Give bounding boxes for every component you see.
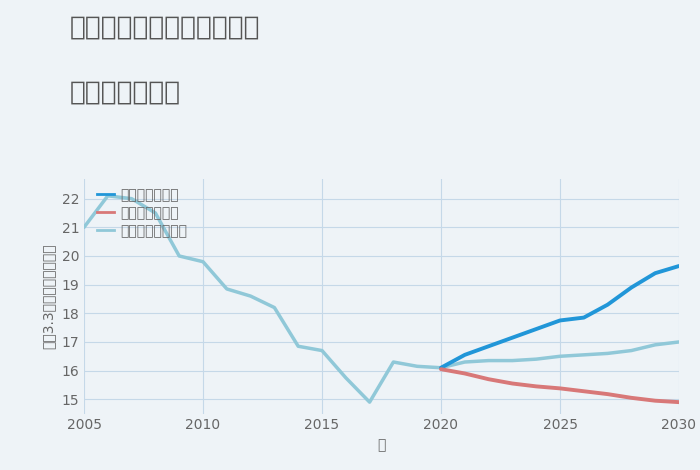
ノーマルシナリオ bbox=[127, 196, 136, 202]
グッドシナリオ bbox=[508, 335, 517, 340]
ノーマルシナリオ bbox=[603, 351, 612, 356]
ノーマルシナリオ bbox=[484, 358, 493, 363]
グッドシナリオ bbox=[532, 326, 540, 332]
バッドシナリオ bbox=[508, 381, 517, 386]
Text: 土地の価格推移: 土地の価格推移 bbox=[70, 80, 181, 106]
バッドシナリオ bbox=[627, 395, 636, 400]
グッドシナリオ bbox=[651, 270, 659, 276]
Y-axis label: 坪（3.3㎡）単価（万円）: 坪（3.3㎡）単価（万円） bbox=[42, 243, 56, 349]
グッドシナリオ bbox=[461, 352, 469, 358]
バッドシナリオ bbox=[651, 398, 659, 404]
バッドシナリオ bbox=[580, 388, 588, 394]
グッドシナリオ bbox=[675, 263, 683, 269]
ノーマルシナリオ bbox=[318, 348, 326, 353]
ノーマルシナリオ bbox=[389, 359, 398, 365]
ノーマルシナリオ bbox=[461, 359, 469, 365]
ノーマルシナリオ bbox=[294, 344, 302, 349]
グッドシナリオ bbox=[580, 315, 588, 321]
グッドシナリオ bbox=[627, 285, 636, 290]
ノーマルシナリオ bbox=[532, 356, 540, 362]
ノーマルシナリオ bbox=[627, 348, 636, 353]
Line: バッドシナリオ: バッドシナリオ bbox=[441, 369, 679, 402]
ノーマルシナリオ bbox=[675, 339, 683, 345]
バッドシナリオ bbox=[603, 392, 612, 397]
ノーマルシナリオ bbox=[270, 305, 279, 310]
Text: 兵庫県豊岡市出石町桐野の: 兵庫県豊岡市出石町桐野の bbox=[70, 14, 260, 40]
X-axis label: 年: 年 bbox=[377, 438, 386, 452]
ノーマルシナリオ bbox=[580, 352, 588, 358]
ノーマルシナリオ bbox=[508, 358, 517, 363]
バッドシナリオ bbox=[437, 366, 445, 372]
グッドシナリオ bbox=[437, 365, 445, 370]
Line: ノーマルシナリオ: ノーマルシナリオ bbox=[84, 196, 679, 402]
グッドシナリオ bbox=[484, 344, 493, 349]
ノーマルシナリオ bbox=[104, 193, 112, 199]
ノーマルシナリオ bbox=[413, 363, 421, 369]
バッドシナリオ bbox=[532, 384, 540, 389]
バッドシナリオ bbox=[556, 385, 564, 391]
ノーマルシナリオ bbox=[175, 253, 183, 259]
バッドシナリオ bbox=[675, 400, 683, 405]
ノーマルシナリオ bbox=[365, 400, 374, 405]
バッドシナリオ bbox=[484, 376, 493, 382]
ノーマルシナリオ bbox=[342, 375, 350, 381]
ノーマルシナリオ bbox=[151, 210, 160, 216]
ノーマルシナリオ bbox=[556, 353, 564, 359]
ノーマルシナリオ bbox=[246, 293, 255, 299]
バッドシナリオ bbox=[461, 371, 469, 376]
グッドシナリオ bbox=[603, 302, 612, 307]
グッドシナリオ bbox=[556, 318, 564, 323]
ノーマルシナリオ bbox=[437, 365, 445, 370]
Legend: グッドシナリオ, バッドシナリオ, ノーマルシナリオ: グッドシナリオ, バッドシナリオ, ノーマルシナリオ bbox=[97, 188, 188, 238]
ノーマルシナリオ bbox=[223, 286, 231, 292]
ノーマルシナリオ bbox=[199, 259, 207, 265]
Line: グッドシナリオ: グッドシナリオ bbox=[441, 266, 679, 368]
ノーマルシナリオ bbox=[651, 342, 659, 348]
ノーマルシナリオ bbox=[80, 225, 88, 230]
